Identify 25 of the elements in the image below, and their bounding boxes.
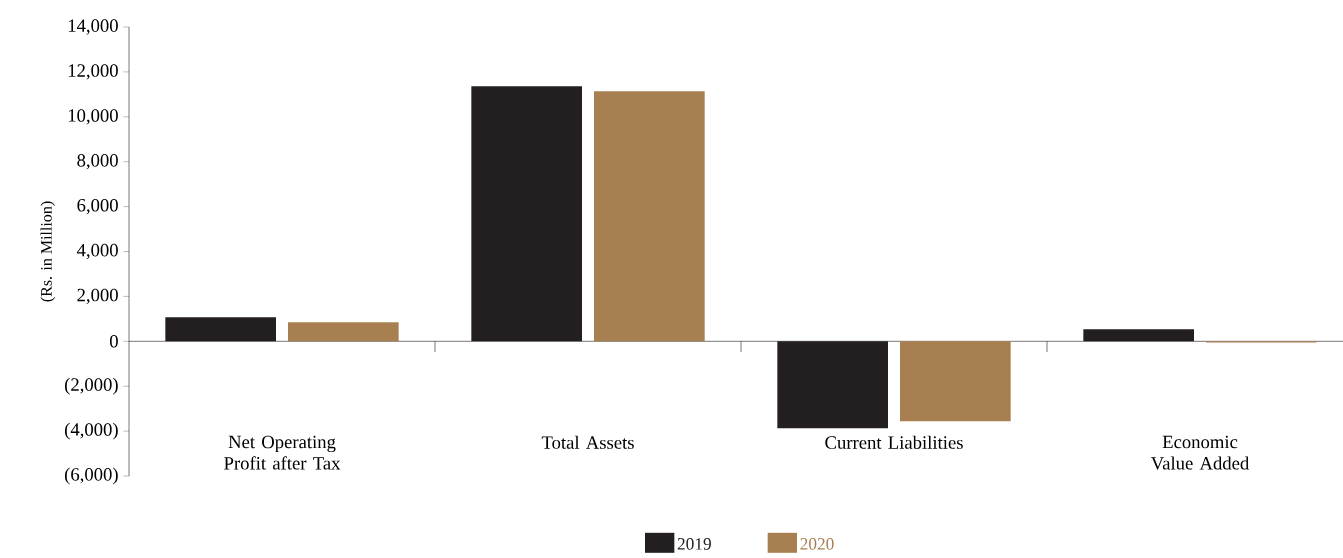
- y-tick-label: 10,000: [68, 109, 118, 125]
- bar: [777, 341, 889, 429]
- y-tick-label: 12,000: [68, 64, 118, 80]
- legend-label: 2020: [800, 538, 834, 550]
- y-axis-title: (Rs. in Million): [40, 201, 56, 302]
- x-tick-label: Net Operating Profit after Tax: [224, 435, 341, 470]
- x-tick-label: Economic Value Added: [1150, 435, 1250, 470]
- bar: [1083, 329, 1195, 342]
- bar: [165, 317, 276, 342]
- x-tick-label: Current Liabilities: [825, 435, 963, 449]
- bar: [471, 86, 583, 342]
- bar: [900, 341, 1011, 422]
- y-tick-label: (6,000): [64, 467, 118, 485]
- y-tick-label: 8,000: [77, 154, 118, 170]
- bar: [288, 322, 399, 342]
- y-tick-label: 2,000: [77, 288, 118, 305]
- legend-label: 2019: [677, 538, 711, 550]
- y-tick-label: 0: [109, 335, 118, 348]
- bar: [594, 91, 705, 342]
- y-tick-label: 4,000: [76, 243, 118, 260]
- y-tick-label: 14,000: [68, 19, 118, 35]
- y-tick-label: 6,000: [77, 198, 118, 215]
- y-tick-label: (4,000): [64, 422, 118, 440]
- y-tick-label: (2,000): [64, 377, 118, 395]
- x-tick-label: Total Assets: [541, 435, 634, 449]
